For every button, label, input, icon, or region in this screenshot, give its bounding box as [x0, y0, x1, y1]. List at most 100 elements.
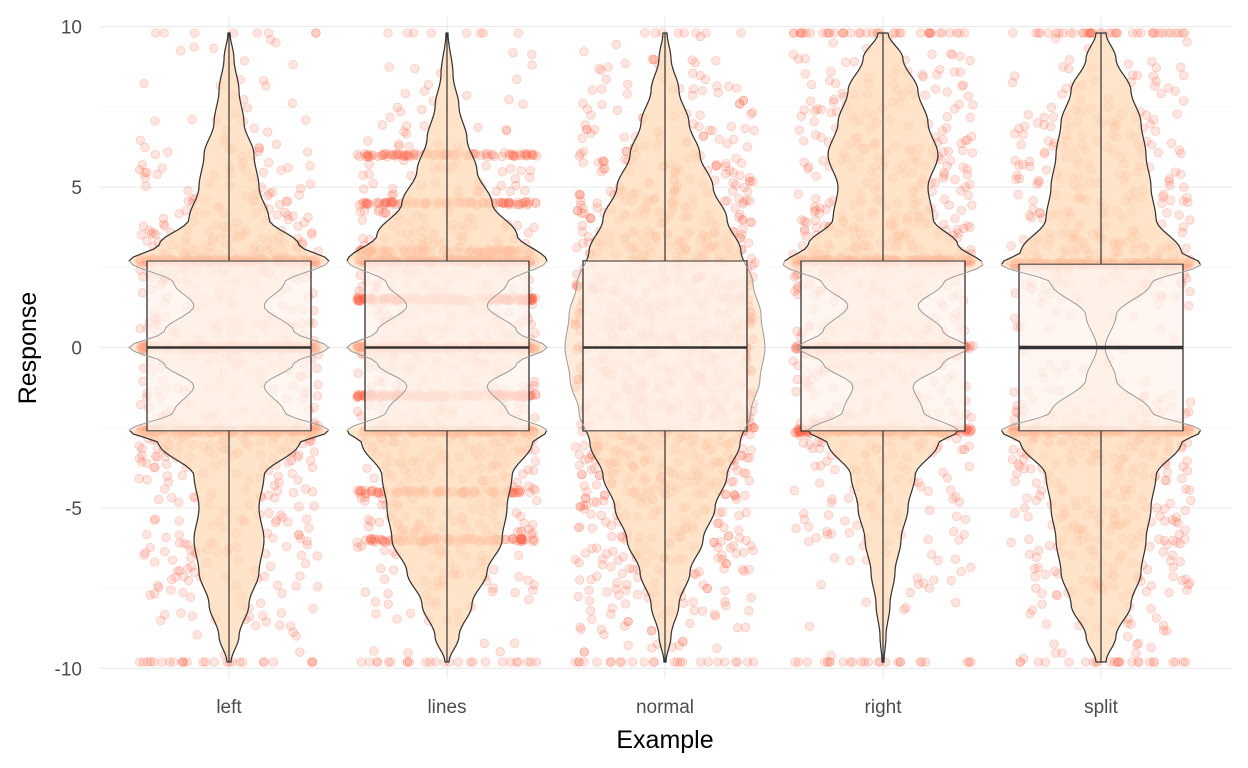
data-point: [270, 493, 280, 503]
data-point: [276, 165, 286, 175]
data-point: [261, 81, 271, 91]
data-point: [271, 38, 281, 48]
data-point: [596, 167, 606, 177]
data-point: [689, 606, 699, 616]
data-point: [523, 228, 534, 238]
data-point: [174, 209, 184, 219]
data-point: [678, 598, 689, 608]
data-point: [678, 636, 688, 647]
data-point: [356, 486, 367, 496]
data-point: [265, 561, 276, 572]
data-point: [385, 657, 396, 667]
data-point: [161, 532, 171, 542]
data-point: [606, 657, 616, 667]
data-point: [587, 614, 597, 624]
data-point: [209, 657, 219, 667]
data-point: [514, 572, 524, 582]
data-point: [734, 525, 744, 535]
data-point: [309, 501, 319, 511]
data-point: [145, 542, 155, 553]
data-point: [498, 657, 508, 667]
data-point: [183, 575, 194, 586]
data-point: [362, 198, 372, 209]
data-point: [354, 200, 365, 210]
data-point: [627, 657, 638, 667]
data-point: [514, 550, 524, 560]
data-point: [376, 500, 387, 510]
data-point: [419, 86, 430, 96]
data-point: [586, 606, 596, 616]
data-point: [239, 56, 250, 66]
data-point: [966, 562, 976, 572]
data-point: [264, 508, 274, 518]
data-point: [371, 609, 381, 619]
data-point: [739, 183, 750, 193]
data-point: [274, 477, 284, 488]
data-point: [177, 470, 188, 481]
data-point: [150, 557, 160, 567]
data-point: [738, 215, 748, 225]
data-point: [745, 217, 755, 227]
data-point: [481, 161, 491, 171]
data-point: [606, 562, 616, 572]
data-point: [186, 553, 196, 563]
data-point: [190, 28, 200, 38]
data-point: [161, 459, 172, 469]
data-point: [621, 146, 631, 156]
data-point: [951, 597, 961, 608]
data-point: [905, 587, 916, 598]
data-point: [394, 141, 404, 151]
data-point: [302, 514, 312, 524]
data-point: [694, 121, 704, 132]
data-point: [163, 147, 173, 157]
data-point: [603, 62, 613, 72]
data-point: [818, 155, 828, 166]
data-point: [383, 28, 393, 38]
data-point: [366, 516, 376, 527]
data-point: [152, 452, 163, 462]
data-point: [512, 74, 522, 85]
data-point: [963, 91, 973, 101]
data-point: [294, 502, 304, 512]
data-point: [950, 213, 960, 224]
data-point: [312, 363, 322, 373]
data-point: [374, 517, 385, 527]
data-point: [828, 38, 838, 48]
data-point: [729, 490, 740, 500]
data-point: [295, 183, 306, 193]
data-point: [811, 533, 821, 543]
data-point: [283, 163, 293, 173]
data-point: [586, 110, 596, 120]
data-point: [574, 575, 585, 585]
data-point: [140, 168, 150, 178]
data-point: [589, 497, 599, 507]
data-point: [296, 550, 307, 560]
data-point: [723, 531, 734, 541]
data-point: [749, 423, 759, 433]
data-point: [385, 112, 395, 122]
data-point: [355, 270, 365, 280]
data-point: [364, 657, 375, 667]
data-point: [740, 622, 751, 633]
data-point: [352, 149, 363, 160]
data-point: [619, 132, 629, 142]
data-point: [253, 146, 264, 157]
data-point: [264, 157, 274, 168]
data-point: [291, 631, 301, 641]
data-point: [288, 60, 298, 70]
data-point: [685, 618, 695, 629]
data-point: [731, 153, 741, 164]
data-point: [735, 533, 745, 543]
data-point: [140, 142, 150, 153]
data-point: [955, 51, 965, 61]
data-point: [179, 572, 189, 582]
data-point: [573, 591, 583, 602]
data-point: [280, 207, 290, 218]
data-point: [140, 173, 150, 183]
data-point: [365, 535, 375, 546]
data-point: [577, 469, 587, 480]
data-point: [579, 47, 589, 57]
data-point: [695, 71, 705, 81]
data-point: [254, 143, 265, 153]
data-point: [150, 451, 161, 461]
